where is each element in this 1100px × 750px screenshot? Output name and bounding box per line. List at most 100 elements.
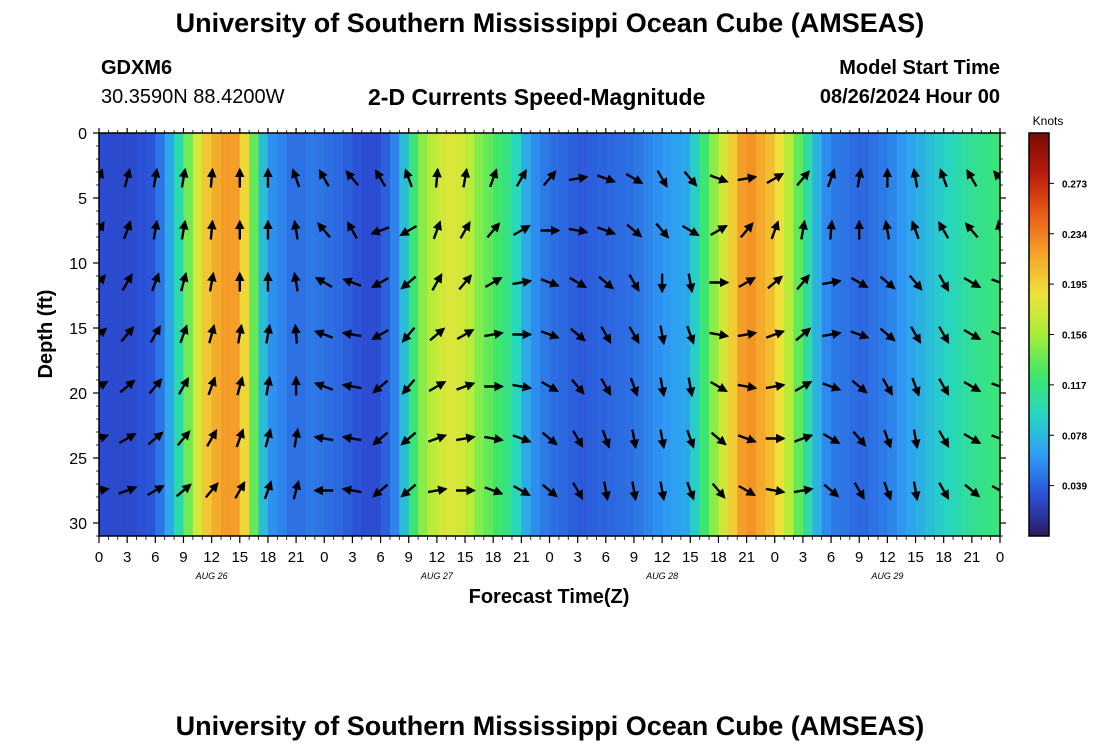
current-arrow: [341, 485, 362, 495]
x-tick-label: 9: [630, 549, 638, 566]
heatmap-column: [145, 133, 156, 536]
current-arrow: [854, 167, 865, 188]
x-tick-label: 15: [907, 549, 924, 566]
current-arrow: [596, 174, 617, 184]
current-arrow: [796, 170, 810, 187]
current-arrow: [600, 378, 612, 396]
date-label: AUG 28: [645, 571, 678, 581]
current-arrow: [995, 219, 1000, 238]
heatmap-column: [286, 133, 297, 536]
current-arrow: [375, 169, 387, 187]
current-arrow: [291, 168, 301, 188]
current-arrow: [568, 173, 589, 183]
current-arrow: [512, 382, 533, 392]
x-tick-label: 6: [376, 549, 384, 566]
current-arrow: [686, 481, 696, 501]
current-arrow: [178, 167, 189, 188]
current-arrow: [118, 485, 138, 495]
current-arrow: [120, 326, 135, 343]
current-arrow: [681, 224, 700, 237]
x-tick-label: 15: [682, 549, 699, 566]
footer-title: University of Southern Mississippi Ocean…: [175, 711, 925, 741]
x-tick-label: 3: [799, 549, 807, 566]
current-arrow: [710, 380, 728, 393]
x-tick-label: 12: [879, 549, 896, 566]
current-arrow: [370, 226, 390, 236]
current-arrow: [738, 276, 757, 289]
x-tick-label: 21: [964, 549, 981, 566]
heatmap-column: [446, 133, 457, 536]
current-arrow: [429, 327, 446, 342]
heatmap-column: [877, 133, 888, 536]
heatmap-column: [596, 133, 607, 536]
current-arrow: [765, 381, 786, 391]
chart-subtitle: 2-D Currents Speed-Magnitude: [368, 84, 706, 110]
heatmap-column: [868, 133, 879, 536]
current-arrow: [291, 219, 301, 240]
current-arrow: [629, 377, 639, 397]
current-arrow: [486, 222, 501, 239]
current-arrow: [179, 324, 189, 344]
current-arrow: [263, 375, 273, 396]
current-arrow: [151, 272, 161, 292]
current-arrow: [484, 276, 503, 289]
current-arrow: [541, 380, 559, 393]
current-arrow: [991, 278, 1000, 288]
current-arrow: [515, 169, 527, 187]
current-arrow: [737, 434, 757, 444]
current-arrow: [99, 380, 109, 390]
heatmap-column: [981, 133, 992, 536]
heatmap-column: [765, 133, 776, 536]
current-arrow: [938, 168, 948, 188]
current-arrow: [765, 329, 786, 339]
current-arrow: [342, 277, 362, 287]
heatmap-column: [934, 133, 945, 536]
current-arrow: [234, 481, 246, 499]
current-arrow: [540, 278, 560, 288]
current-arrow: [458, 274, 473, 291]
current-arrow: [119, 379, 136, 394]
current-arrow: [372, 379, 389, 394]
current-arrow: [794, 433, 814, 443]
current-arrow: [263, 480, 273, 500]
heatmap-column: [540, 133, 551, 536]
current-arrow: [427, 485, 448, 495]
x-axis-label: Forecast Time(Z): [469, 586, 630, 608]
heatmap-column: [587, 133, 598, 536]
current-arrow: [178, 219, 189, 240]
current-arrow: [399, 224, 418, 237]
current-arrow: [341, 329, 362, 339]
current-arrow: [657, 325, 668, 346]
current-arrow: [600, 326, 612, 344]
current-arrow: [146, 484, 165, 497]
current-arrow: [657, 481, 668, 502]
station-coordinates: 30.3590N 88.4200W: [101, 86, 285, 108]
current-arrow: [911, 429, 921, 450]
current-arrow: [992, 170, 1000, 181]
current-arrow: [601, 429, 611, 449]
x-tick-label: 9: [405, 549, 413, 566]
current-arrow: [737, 329, 758, 339]
current-arrow: [796, 274, 810, 291]
current-arrow: [291, 427, 302, 448]
heatmap-column: [174, 133, 185, 536]
current-arrow: [626, 223, 643, 238]
current-arrow: [821, 329, 842, 339]
current-arrow: [853, 482, 865, 500]
current-arrow: [767, 275, 784, 290]
current-arrow: [709, 174, 729, 184]
colorbar-label: Knots: [1033, 114, 1064, 128]
current-arrow: [964, 483, 981, 498]
heatmap-column: [953, 133, 964, 536]
heatmap-column: [849, 133, 860, 536]
current-arrow: [512, 484, 531, 497]
current-arrow: [313, 329, 334, 339]
current-arrow: [317, 222, 331, 239]
date-label: AUG 27: [420, 571, 454, 581]
y-tick-label: 5: [78, 191, 87, 208]
current-arrow: [99, 485, 110, 495]
heatmap-column: [108, 133, 119, 536]
current-arrow: [883, 429, 893, 449]
heatmap-column: [258, 133, 269, 536]
x-tick-label: 15: [231, 549, 248, 566]
